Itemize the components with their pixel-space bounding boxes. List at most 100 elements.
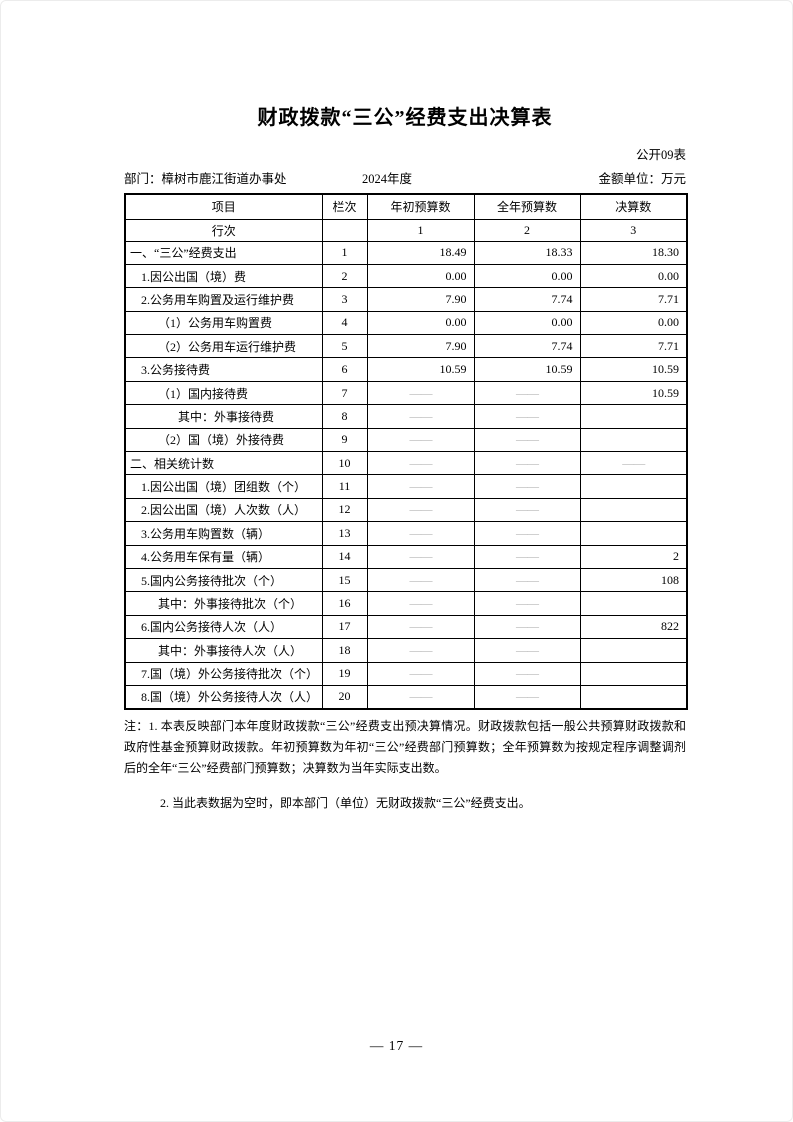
page-title: 财政拨款“三公”经费支出决算表 [257,107,553,129]
final-account-cell: 0.00 [579,263,688,289]
row-line-number: 18 [321,638,368,663]
final-account-cell: 10.59 [579,380,688,406]
initial-budget-cell: —— [366,451,475,476]
annual-budget-cell: —— [473,427,581,453]
initial-budget-cell: —— [366,661,475,686]
row-line-number: 8 [321,404,368,429]
table-row: 5.国内公务接待批次（个） 15 —— —— 108 [124,567,688,593]
table-row: 3.公务接待费 6 10.59 10.59 10.59 [124,357,688,382]
page-content: 财政拨款“三公”经费支出决算表 公开09表 部门：樟树市鹿江街道办事处 2024… [124,101,688,814]
row-item-label: 1.因公出国（境）团组数（个） [124,474,323,499]
rownum-col-1: 1 [366,218,475,242]
page-number: — 17 — [369,1038,424,1053]
annual-budget-cell: 10.59 [473,357,581,382]
initial-budget-cell: —— [366,614,475,640]
final-account-cell: 2 [579,544,688,569]
initial-budget-cell: 0.00 [366,310,475,336]
initial-budget-cell: 10.59 [366,357,475,382]
table-row: 其中：外事接待费 8 —— —— [124,404,688,429]
final-account-cell [579,661,688,686]
initial-budget-cell: —— [366,404,475,429]
table-row: 7.国（境）外公务接待批次（个） 19 —— —— [124,661,688,686]
row-line-number: 10 [321,451,368,476]
row-line-number: 1 [321,240,368,265]
row-item-label: 5.国内公务接待批次（个） [124,567,323,593]
initial-budget-cell: —— [366,474,475,499]
annual-budget-cell: 0.00 [473,310,581,336]
row-item-label: 4.公务用车保有量（辆） [124,544,323,569]
table-row: 4.公务用车保有量（辆） 14 —— —— 2 [124,544,688,569]
row-item-label: （1）公务用车购置费 [124,310,323,336]
final-account-cell [579,404,688,429]
annual-budget-cell: —— [473,497,581,523]
annual-budget-cell: —— [473,380,581,406]
table-row: 其中：外事接待人次（人） 18 —— —— [124,638,688,663]
table-row: 二、相关统计数 10 —— —— —— [124,451,688,476]
rownum-label: 行次 [124,218,323,242]
row-item-label: 3.公务接待费 [124,357,323,382]
annual-budget-cell: —— [473,451,581,476]
row-item-label: 2.公务用车购置及运行维护费 [124,287,323,312]
row-item-label: 6.国内公务接待人次（人） [124,614,323,640]
row-item-label: 1.因公出国（境）费 [124,263,323,289]
table-row: 2.公务用车购置及运行维护费 3 7.90 7.74 7.71 [124,287,688,312]
note-1: 注：1. 本表反映部门本年度财政拨款“三公”经费支出预决算情况。财政拨款包括一般… [124,718,686,775]
table-row: 2.因公出国（境）人次数（人） 12 —— —— [124,497,688,523]
final-account-cell [579,521,688,546]
row-line-number: 9 [321,427,368,453]
row-line-number: 17 [321,614,368,640]
table-row: 1.因公出国（境）团组数（个） 11 —— —— [124,474,688,499]
annual-budget-cell: —— [473,684,581,710]
row-line-number: 11 [321,474,368,499]
row-line-number: 16 [321,591,368,616]
row-line-number: 12 [321,497,368,523]
col-header-item: 项目 [124,193,323,220]
form-number: 公开09表 [635,148,686,162]
col-header-annual-budget: 全年预算数 [473,193,581,220]
initial-budget-cell: —— [366,567,475,593]
table-meta-row: 部门：樟树市鹿江街道办事处 2024年度 金额单位：万元 [124,168,686,187]
final-account-cell: 822 [579,614,688,640]
initial-budget-cell: —— [366,380,475,406]
note-2: 2. 当此表数据为空时，即本部门（单位）无财政拨款“三公”经费支出。 [160,795,531,810]
table-row: 其中：外事接待批次（个） 16 —— —— [124,591,688,616]
annual-budget-cell: 18.33 [473,240,581,265]
initial-budget-cell: —— [366,544,475,569]
final-account-cell [579,497,688,523]
initial-budget-cell: —— [366,684,475,710]
row-line-number: 14 [321,544,368,569]
table-row: 6.国内公务接待人次（人） 17 —— —— 822 [124,614,688,640]
table-rownum-row: 行次 1 2 3 [124,218,688,242]
row-line-number: 5 [321,334,368,359]
final-account-cell: 7.71 [579,334,688,359]
initial-budget-cell: 7.90 [366,287,475,312]
annual-budget-cell: —— [473,521,581,546]
annual-budget-cell: —— [473,591,581,616]
fiscal-year-label: 2024年度 [361,172,412,186]
initial-budget-cell: 18.49 [366,240,475,265]
col-header-final-accounts: 决算数 [579,193,688,220]
col-header-column-no: 栏次 [321,193,368,220]
annual-budget-cell: —— [473,567,581,593]
table-row: 一、“三公”经费支出 1 18.49 18.33 18.30 [124,240,688,265]
initial-budget-cell: 0.00 [366,263,475,289]
final-account-cell: 108 [579,567,688,593]
table-row: 3.公务用车购置数（辆） 13 —— —— [124,521,688,546]
table-row: （2）公务用车运行维护费 5 7.90 7.74 7.71 [124,334,688,359]
row-line-number: 3 [321,287,368,312]
final-account-cell [579,474,688,499]
annual-budget-cell: —— [473,404,581,429]
annual-budget-cell: —— [473,544,581,569]
final-account-cell: —— [579,451,688,476]
initial-budget-cell: —— [366,427,475,453]
table-row: 8.国（境）外公务接待人次（人） 20 —— —— [124,684,688,710]
initial-budget-cell: —— [366,638,475,663]
row-item-label: 其中：外事接待人次（人） [124,638,323,663]
row-line-number: 2 [321,263,368,289]
row-item-label: （1）国内接待费 [124,380,323,406]
annual-budget-cell: —— [473,614,581,640]
final-account-cell: 7.71 [579,287,688,312]
row-item-label: 其中：外事接待费 [124,404,323,429]
annual-budget-cell: —— [473,661,581,686]
